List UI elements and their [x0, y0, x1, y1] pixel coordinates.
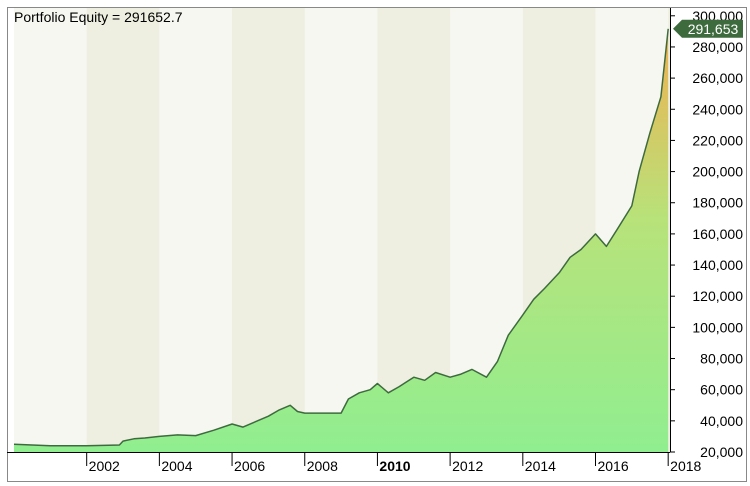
x-tick-label: 2016 — [597, 458, 628, 474]
y-tick-label: 40,000 — [700, 413, 743, 429]
x-tick-label: 2018 — [670, 458, 701, 474]
y-tick-label: 100,000 — [692, 319, 743, 335]
x-tick-label: 2006 — [234, 458, 265, 474]
last-value-label: 291,653 — [688, 21, 739, 37]
y-tick-label: 80,000 — [700, 351, 743, 367]
x-tick-label: 2014 — [525, 458, 556, 474]
y-tick-label: 120,000 — [692, 288, 743, 304]
y-tick-label: 140,000 — [692, 257, 743, 273]
y-tick-label: 160,000 — [692, 226, 743, 242]
y-tick-label: 300,000 — [692, 8, 743, 24]
y-tick-label: 60,000 — [700, 382, 743, 398]
x-tick-label: 2010 — [379, 458, 410, 474]
chart-border — [7, 7, 747, 482]
equity-area — [14, 28, 669, 453]
x-tick-label: 2004 — [161, 458, 192, 474]
year-band — [232, 8, 305, 452]
y-tick-label: 260,000 — [692, 70, 743, 86]
x-tick-label: 2012 — [452, 458, 483, 474]
y-tick-label: 200,000 — [692, 164, 743, 180]
x-tick-label: 2002 — [89, 458, 120, 474]
year-band — [668, 8, 670, 452]
chart-title: Portfolio Equity = 291652.7 — [14, 9, 183, 25]
year-band — [86, 8, 160, 452]
y-tick-label: 20,000 — [700, 444, 743, 460]
equity-line — [13, 28, 669, 447]
last-value-marker — [673, 19, 743, 38]
y-tick-label: 280,000 — [692, 39, 743, 55]
x-tick-label: 2008 — [307, 458, 338, 474]
y-tick-label: 240,000 — [692, 101, 743, 117]
y-tick-label: 180,000 — [692, 195, 743, 211]
y-tick-label: 220,000 — [692, 132, 743, 148]
